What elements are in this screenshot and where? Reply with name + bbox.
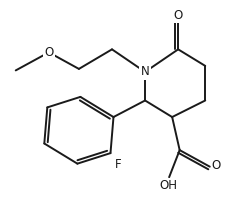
Text: OH: OH: [159, 179, 177, 192]
Text: O: O: [44, 46, 53, 59]
Text: N: N: [140, 65, 149, 78]
Text: O: O: [173, 9, 182, 22]
Text: F: F: [114, 158, 121, 171]
Text: O: O: [211, 159, 220, 172]
